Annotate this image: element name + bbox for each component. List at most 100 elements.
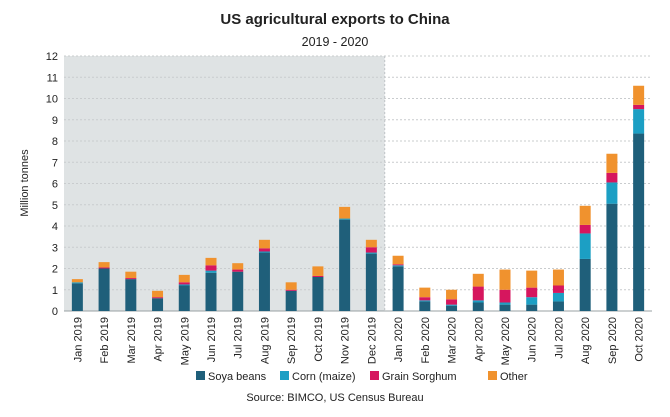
bar-segment xyxy=(71,282,83,284)
legend-swatch xyxy=(488,371,497,380)
bar-segment xyxy=(98,267,110,269)
x-tick-label: Jan 2019 xyxy=(72,317,84,362)
bar-segment xyxy=(526,304,538,311)
chart-source: Source: BIMCO, US Census Bureau xyxy=(246,392,423,404)
bar-segment xyxy=(579,224,591,234)
bar-segment xyxy=(125,279,137,311)
bar-segment xyxy=(579,233,591,259)
bar-segment xyxy=(419,287,431,298)
bar-segment xyxy=(205,257,217,266)
x-tick-label: Dec 2019 xyxy=(366,317,378,364)
bar-segment xyxy=(339,218,351,220)
bar-segment xyxy=(152,297,164,299)
bar-segment xyxy=(339,219,351,311)
bar-segment xyxy=(178,282,190,285)
bar-segment xyxy=(499,289,511,303)
bar-segment xyxy=(365,253,377,311)
legend-label: Corn (maize) xyxy=(292,371,356,383)
bar-segment xyxy=(258,252,270,311)
x-tick-label: Jun 2020 xyxy=(527,317,539,362)
x-tick-label: Nov 2019 xyxy=(340,317,352,364)
chart-subtitle: 2019 - 2020 xyxy=(302,35,369,49)
chart-title: US agricultural exports to China xyxy=(220,11,450,28)
x-tick-label: Oct 2020 xyxy=(634,317,646,362)
bar-segment xyxy=(232,263,244,270)
bar-segment xyxy=(446,305,458,311)
bar-segment xyxy=(258,248,270,252)
legend-label: Other xyxy=(500,371,528,383)
bar-segment xyxy=(285,290,297,311)
bar-segment xyxy=(232,269,244,272)
bar-segment xyxy=(365,252,377,254)
bar-segment xyxy=(499,269,511,290)
bar-segment xyxy=(579,258,591,311)
legend-swatch xyxy=(196,371,205,380)
x-tick-label: Jan 2020 xyxy=(393,317,405,362)
y-tick-label: 12 xyxy=(46,51,58,63)
x-tick-label: Mar 2020 xyxy=(447,317,459,363)
x-tick-label: Mar 2019 xyxy=(126,317,138,363)
bar-segment xyxy=(312,275,324,277)
bar-segment xyxy=(446,299,458,305)
bar-segment xyxy=(526,297,538,305)
x-tick-label: Jul 2019 xyxy=(233,317,245,359)
bar-segment xyxy=(285,282,297,290)
legend: Soya beans Corn (maize) Grain Sorghum Other xyxy=(196,371,528,383)
bar-segment xyxy=(633,133,645,311)
bar-segment xyxy=(232,271,244,311)
bar-segment xyxy=(633,85,645,105)
bar-segment xyxy=(579,205,591,225)
bar-segment xyxy=(526,270,538,288)
bar-segment xyxy=(392,255,404,265)
bar-segment xyxy=(98,268,110,311)
bar-segment xyxy=(552,285,564,293)
x-tick-label: May 2019 xyxy=(179,317,191,365)
bar-segment xyxy=(178,284,190,286)
bar-segment xyxy=(606,203,618,311)
y-tick-label: 7 xyxy=(52,157,58,169)
bar-segment xyxy=(606,153,618,173)
bar-segment xyxy=(419,300,431,302)
bar-segment xyxy=(446,289,458,300)
bar-segment xyxy=(419,297,431,301)
y-tick-label: 0 xyxy=(52,306,58,318)
bar-segment xyxy=(178,274,190,283)
x-tick-label: Feb 2019 xyxy=(99,317,111,363)
y-tick-label: 4 xyxy=(52,221,58,233)
bar-segment xyxy=(312,277,324,311)
bar-segment xyxy=(526,287,538,298)
bar-segment xyxy=(392,265,404,267)
y-tick-label: 10 xyxy=(46,94,58,106)
y-tick-label: 11 xyxy=(47,72,58,84)
bar-segment xyxy=(125,271,137,279)
x-tick-label: Sep 2020 xyxy=(607,317,619,364)
x-tick-label: Apr 2020 xyxy=(473,317,485,362)
legend-swatch xyxy=(370,371,379,380)
bar-segment xyxy=(205,265,217,271)
y-tick-label: 2 xyxy=(52,264,58,276)
y-tick-label: 9 xyxy=(52,115,58,127)
y-tick-label: 1 xyxy=(52,285,58,297)
x-tick-label: May 2020 xyxy=(500,317,512,365)
bar-segment xyxy=(285,289,297,291)
bar-segment xyxy=(606,172,618,183)
legend-label: Grain Sorghum xyxy=(382,371,457,383)
bar-segment xyxy=(339,206,351,219)
bar-segment xyxy=(419,301,431,311)
bar-segment xyxy=(633,109,645,134)
bar-segment xyxy=(472,300,484,303)
bar-segment xyxy=(365,239,377,248)
bar-segment xyxy=(365,247,377,253)
y-tick-label: 8 xyxy=(52,136,58,148)
bar-segment xyxy=(152,290,164,298)
bar-segment xyxy=(258,251,270,253)
bar-segment xyxy=(392,266,404,311)
bar-segment xyxy=(552,269,564,286)
bar-segment xyxy=(178,285,190,311)
bar-segment xyxy=(71,279,83,283)
y-tick-label: 6 xyxy=(52,179,58,191)
bar-segment xyxy=(446,304,458,306)
bar-segment xyxy=(98,262,110,268)
